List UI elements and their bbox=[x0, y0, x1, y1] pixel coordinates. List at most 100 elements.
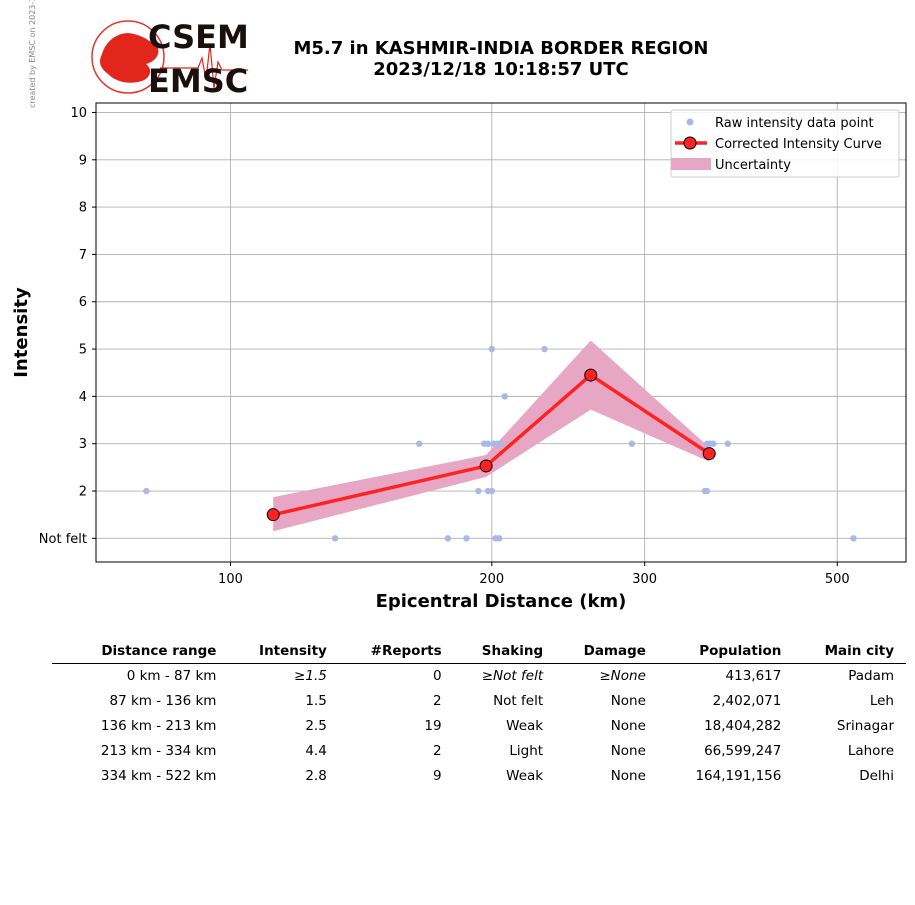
table-row: 87 km - 136 km 1.5 2 Not felt None 2,402… bbox=[52, 689, 906, 714]
cell-reports: 0 bbox=[433, 668, 442, 684]
cell-damage: None bbox=[610, 718, 646, 734]
x-axis-label: Epicentral Distance (km) bbox=[376, 591, 627, 612]
raw-points-layer bbox=[143, 345, 857, 542]
table-header-row: Distance range Intensity #Reports Shakin… bbox=[52, 640, 906, 664]
cell-range: 136 km - 213 km bbox=[100, 718, 217, 734]
table-row: 0 km - 87 km ≥1.5 0 ≥Not felt ≥None 413,… bbox=[52, 664, 906, 690]
raw-data-point bbox=[488, 345, 496, 353]
y-tick-label: 4 bbox=[79, 390, 87, 405]
legend: Raw intensity data point Corrected Inten… bbox=[670, 109, 900, 178]
raw-data-point bbox=[628, 440, 636, 447]
plot-frame bbox=[95, 102, 907, 563]
y-axis-label: Intensity bbox=[11, 287, 32, 378]
cell-reports: 2 bbox=[433, 693, 442, 709]
cell-city: Srinagar bbox=[836, 718, 894, 734]
y-tick-label: 6 bbox=[79, 295, 87, 310]
table-row: 136 km - 213 km 2.5 19 Weak None 18,404,… bbox=[52, 714, 906, 739]
corrected-curve-point bbox=[479, 459, 493, 473]
header-shaking: Shaking bbox=[453, 640, 556, 664]
cell-shaking: Not felt bbox=[493, 693, 544, 709]
legend-box bbox=[670, 109, 900, 178]
table-row: 213 km - 334 km 4.4 2 Light None 66,599,… bbox=[52, 739, 906, 764]
header-reports: #Reports bbox=[338, 640, 454, 664]
header-intensity: Intensity bbox=[228, 640, 339, 664]
corrected-curve-point bbox=[266, 508, 280, 522]
raw-data-point bbox=[488, 487, 496, 495]
cell-population: 66,599,247 bbox=[704, 743, 782, 759]
y-tick-label: 2 bbox=[79, 485, 87, 500]
cell-population: 164,191,156 bbox=[695, 768, 782, 784]
raw-data-point bbox=[484, 440, 492, 447]
corrected-curve-layer bbox=[266, 368, 716, 522]
corrected-curve-point bbox=[702, 447, 716, 461]
cell-shaking: ≥Not felt bbox=[481, 668, 544, 684]
cell-intensity: 2.5 bbox=[305, 718, 327, 734]
y-tick-label: 3 bbox=[79, 437, 87, 452]
cell-population: 18,404,282 bbox=[704, 718, 782, 734]
cell-reports: 9 bbox=[433, 768, 442, 784]
legend-band-label: Uncertainty bbox=[715, 158, 791, 173]
cell-city: Delhi bbox=[859, 768, 894, 784]
intensity-summary-table: Distance range Intensity #Reports Shakin… bbox=[52, 640, 906, 789]
raw-data-point bbox=[850, 535, 857, 542]
chart-title-line1: M5.7 in KASHMIR-INDIA BORDER REGION bbox=[293, 38, 709, 59]
cell-damage: None bbox=[610, 743, 646, 759]
cell-shaking: Light bbox=[509, 743, 544, 759]
table-row: 334 km - 522 km 2.8 9 Weak None 164,191,… bbox=[52, 764, 906, 789]
cell-intensity: 2.8 bbox=[305, 768, 327, 784]
y-tick-label: 10 bbox=[70, 106, 87, 121]
cell-reports: 19 bbox=[424, 718, 442, 734]
raw-data-point bbox=[703, 487, 711, 495]
legend-band-swatch bbox=[671, 158, 711, 170]
intensity-chart: 100 200 300 500 Not felt 2 3 4 5 6 7 8 9 10 Epicentr… bbox=[11, 102, 907, 612]
logo-globe-ring bbox=[91, 20, 165, 94]
raw-data-point bbox=[710, 440, 717, 447]
legend-raw-marker bbox=[686, 118, 694, 126]
corrected-curve-line bbox=[272, 373, 711, 517]
cell-city: Lahore bbox=[847, 743, 894, 759]
raw-data-point bbox=[143, 487, 150, 495]
corrected-curve-point bbox=[584, 368, 598, 382]
logo-text-emsc: EMSC bbox=[148, 62, 248, 98]
cell-intensity: 1.5 bbox=[305, 693, 327, 709]
cell-population: 413,617 bbox=[725, 668, 782, 684]
raw-data-point bbox=[463, 535, 470, 542]
x-tick-label: 200 bbox=[479, 572, 504, 587]
y-tick-label: 7 bbox=[79, 248, 87, 263]
csem-emsc-logo: CSEM EMSC bbox=[91, 18, 249, 98]
x-tick-labels: 100 200 300 500 bbox=[218, 562, 850, 587]
cell-damage: ≥None bbox=[599, 668, 646, 684]
uncertainty-band bbox=[273, 340, 710, 532]
raw-data-point bbox=[541, 345, 548, 353]
cell-intensity: ≥1.5 bbox=[294, 668, 327, 684]
legend-raw-label: Raw intensity data point bbox=[715, 116, 874, 131]
y-tick-label: 8 bbox=[79, 201, 87, 216]
raw-data-point bbox=[496, 535, 503, 542]
legend-curve-label: Corrected Intensity Curve bbox=[715, 137, 882, 152]
cell-population: 2,402,071 bbox=[712, 693, 782, 709]
uncertainty-band-layer bbox=[273, 340, 710, 532]
cell-intensity: 4.4 bbox=[305, 743, 327, 759]
raw-data-point bbox=[444, 535, 452, 542]
cell-range: 87 km - 136 km bbox=[109, 693, 217, 709]
logo-text-csem: CSEM bbox=[148, 18, 249, 56]
cell-range: 213 km - 334 km bbox=[100, 743, 217, 759]
raw-data-point bbox=[724, 440, 731, 447]
logo-seismogram bbox=[160, 43, 248, 89]
cell-shaking: Weak bbox=[506, 718, 544, 734]
y-tick-labels: Not felt 2 3 4 5 6 7 8 9 10 bbox=[39, 106, 96, 547]
chart-title: M5.7 in KASHMIR-INDIA BORDER REGION 2023… bbox=[260, 38, 742, 80]
cell-shaking: Weak bbox=[506, 768, 544, 784]
cell-reports: 2 bbox=[433, 743, 442, 759]
y-tick-label: 5 bbox=[79, 343, 87, 358]
cell-city: Padam bbox=[848, 668, 894, 684]
header-main-city: Main city bbox=[793, 640, 906, 664]
cell-range: 0 km - 87 km bbox=[126, 668, 217, 684]
header-damage: Damage bbox=[555, 640, 658, 664]
cell-damage: None bbox=[610, 693, 646, 709]
cell-range: 334 km - 522 km bbox=[100, 768, 217, 784]
raw-data-point bbox=[501, 393, 508, 400]
x-tick-label: 100 bbox=[218, 572, 243, 587]
cell-city: Leh bbox=[869, 693, 894, 709]
header-population: Population bbox=[657, 640, 794, 664]
